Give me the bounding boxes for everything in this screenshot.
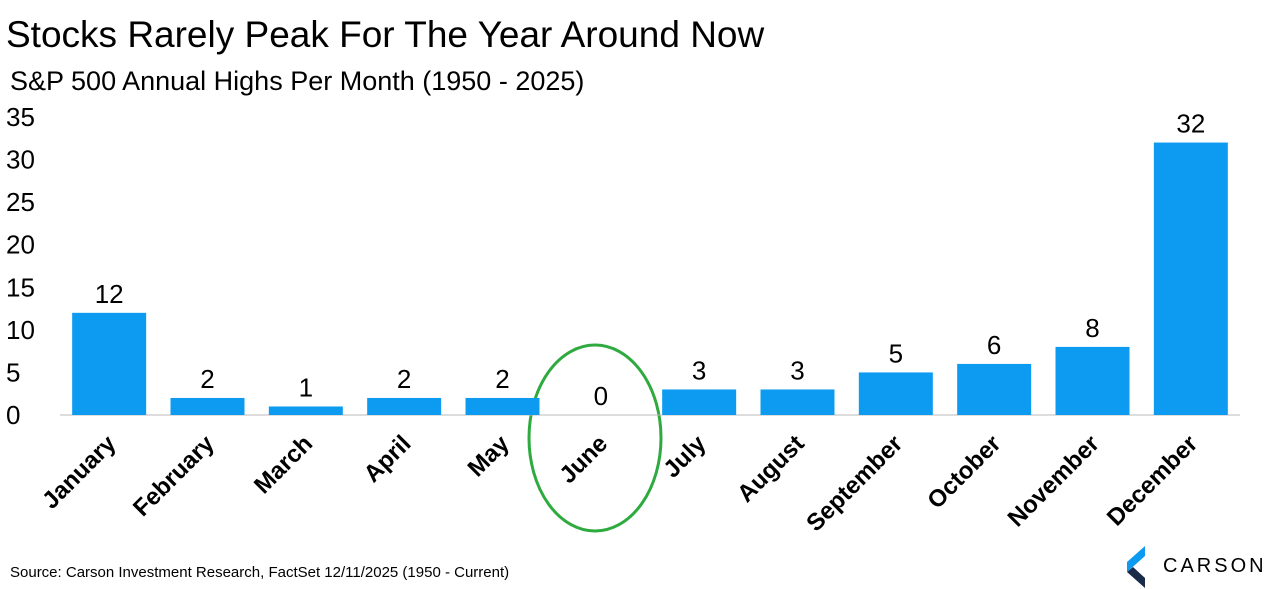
x-tick-label: June — [554, 430, 613, 489]
x-tick-label: January — [37, 430, 122, 515]
x-tick-label: October — [922, 430, 1006, 514]
bar — [858, 372, 933, 415]
x-tick-label: May — [463, 430, 516, 483]
x-tick-label: March — [249, 430, 318, 499]
bar — [1153, 142, 1228, 416]
y-tick-label: 35 — [6, 102, 35, 132]
value-label: 1 — [299, 372, 313, 402]
x-tick-label: April — [359, 430, 417, 488]
value-label: 2 — [200, 364, 214, 394]
y-tick-label: 10 — [6, 315, 35, 345]
y-tick-label: 20 — [6, 230, 35, 260]
bar — [760, 389, 835, 415]
y-tick-label: 0 — [6, 400, 20, 430]
bar — [367, 397, 442, 415]
logo-icon — [1127, 546, 1145, 572]
x-tick-label: July — [658, 430, 712, 484]
bar — [662, 389, 737, 415]
chart-title: Stocks Rarely Peak For The Year Around N… — [6, 14, 764, 55]
y-tick-label: 25 — [6, 187, 35, 217]
chart-subtitle: S&P 500 Annual Highs Per Month (1950 - 2… — [10, 66, 584, 96]
logo: CARSON — [1127, 546, 1267, 588]
bar — [1055, 346, 1130, 415]
source-note: Source: Carson Investment Research, Fact… — [10, 564, 509, 581]
value-label: 5 — [889, 338, 903, 368]
logo-icon — [1127, 567, 1145, 588]
bar — [72, 312, 147, 415]
y-tick-label: 5 — [6, 357, 20, 387]
y-tick-label: 30 — [6, 145, 35, 175]
value-label: 2 — [495, 364, 509, 394]
value-label: 32 — [1176, 109, 1205, 139]
value-label: 6 — [987, 330, 1001, 360]
logo-text: CARSON — [1163, 555, 1267, 577]
x-tick-label: September — [801, 430, 908, 537]
bar — [957, 363, 1032, 415]
y-tick-label: 15 — [6, 272, 35, 302]
x-tick-label: February — [128, 430, 220, 522]
value-label: 12 — [95, 279, 124, 309]
value-label: 2 — [397, 364, 411, 394]
bar — [465, 397, 540, 415]
value-label: 3 — [692, 355, 706, 385]
bar — [170, 397, 245, 415]
bar — [268, 406, 343, 415]
x-tick-label: November — [1003, 430, 1105, 532]
value-label: 3 — [790, 355, 804, 385]
x-tick-label: December — [1102, 430, 1203, 531]
value-label: 0 — [594, 381, 608, 411]
value-label: 8 — [1085, 313, 1099, 343]
highlight-circle — [527, 343, 663, 533]
x-tick-label: August — [732, 430, 810, 508]
